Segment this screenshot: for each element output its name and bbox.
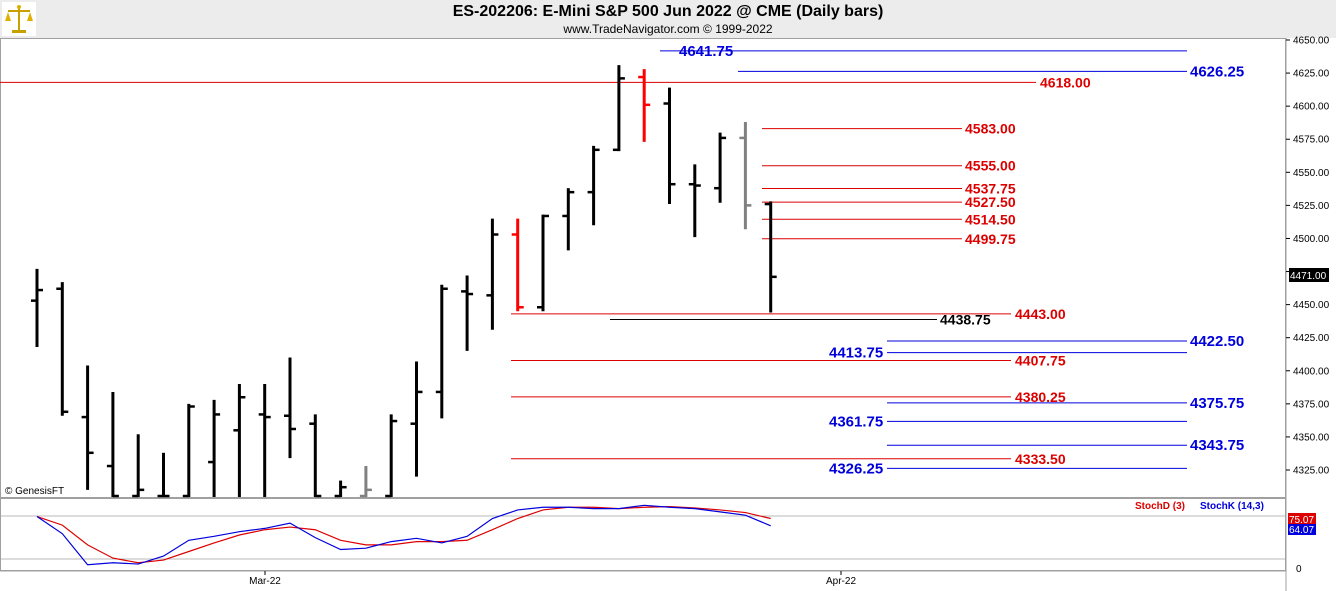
ohlc-bar — [486, 218, 499, 330]
level-label: 4422.50 — [1190, 333, 1244, 350]
y-tick-label: 4575.00 — [1293, 135, 1330, 146]
level-label: 4499.75 — [965, 231, 1016, 247]
x-tick-label: Apr-22 — [826, 576, 856, 587]
ohlc-bar — [258, 384, 271, 497]
level-label: 4380.25 — [1015, 389, 1066, 405]
level-label: 4375.75 — [1190, 395, 1244, 412]
ohlc-bar — [182, 403, 195, 498]
level-label: 4361.75 — [829, 413, 883, 430]
ohlc-bar — [688, 164, 701, 238]
ohlc-bar — [157, 452, 170, 498]
ohlc-bar — [537, 214, 549, 312]
stochk-value-label: 64.07 — [1289, 525, 1314, 536]
y-tick-label: 4625.00 — [1293, 69, 1330, 80]
level-label: 4618.00 — [1040, 74, 1091, 90]
support-resistance-levels: 4641.75 4626.25 4618.00 4583.00 4555.00 4537.… — [0, 43, 1244, 477]
ohlc-bar — [714, 132, 727, 203]
level-label: 4537.75 — [965, 181, 1016, 197]
genesis-watermark: © GenesisFT — [5, 486, 64, 497]
ohlc-bar — [764, 201, 777, 313]
stochastic-indicator — [36, 504, 771, 566]
y-tick-label: 4550.00 — [1293, 168, 1330, 179]
x-axis-labels: Mar-22 Apr-22 — [249, 571, 856, 587]
ohlc-bar — [638, 69, 651, 142]
y-tick-label: 4400.00 — [1293, 366, 1330, 377]
level-label: 4555.00 — [965, 158, 1016, 174]
y-tick-label: 4325.00 — [1293, 466, 1330, 477]
stochk-legend: StochK (14,3) — [1200, 501, 1264, 512]
ohlc-bar — [587, 145, 600, 226]
stoch-axis-zero: 0 — [1296, 564, 1302, 575]
ohlc-bar — [233, 384, 246, 497]
ohlc-bar — [208, 399, 221, 497]
level-label: 4343.75 — [1190, 437, 1244, 454]
level-label: 4527.50 — [965, 194, 1016, 210]
ohlc-bar — [612, 65, 625, 152]
stochd-line — [36, 506, 771, 564]
ohlc-bar — [309, 414, 322, 498]
ohlc-bar — [385, 414, 398, 498]
level-label: 4407.75 — [1015, 353, 1066, 369]
level-label: 4641.75 — [679, 43, 733, 60]
ohlc-bar — [410, 361, 423, 477]
ohlc-bar — [511, 218, 524, 312]
ohlc-bar — [739, 122, 752, 230]
ohlc-bar — [284, 357, 296, 459]
chart-subtitle: www.TradeNavigator.com © 1999-2022 — [563, 22, 773, 36]
y-tick-label: 4350.00 — [1293, 432, 1330, 443]
ohlc-bar — [663, 87, 676, 205]
ohlc-bar — [359, 466, 372, 498]
ohlc-bars — [31, 65, 777, 498]
stochk-line — [36, 504, 771, 566]
y-tick-label: 4450.00 — [1293, 300, 1330, 311]
stochk-value-box — [1288, 524, 1316, 535]
level-label: 4626.25 — [1190, 63, 1244, 80]
ohlc-bar — [435, 284, 448, 419]
stochd-value-label: 75.07 — [1289, 515, 1314, 526]
ohlc-bar — [81, 365, 94, 490]
level-label: 4438.75 — [940, 312, 991, 328]
level-label: 4326.25 — [829, 460, 883, 477]
y-tick-label: 4500.00 — [1293, 234, 1330, 245]
x-tick-label: Mar-22 — [249, 576, 281, 587]
ohlc-bar — [562, 188, 575, 251]
ohlc-bar — [31, 268, 43, 347]
stochd-legend: StochD (3) — [1135, 501, 1185, 512]
chart-title: ES-202206: E-Mini S&P 500 Jun 2022 @ CME… — [452, 3, 884, 20]
ohlc-bar — [106, 391, 119, 498]
y-tick-label: 4650.00 — [1293, 36, 1330, 47]
y-tick-label: 4425.00 — [1293, 333, 1330, 344]
ohlc-bar — [56, 282, 69, 416]
level-label: 4413.75 — [829, 345, 883, 362]
level-label: 4443.00 — [1015, 306, 1066, 322]
y-axis-ticks: 4650.00 4625.00 4600.00 4575.00 4550.00 4525.… — [1286, 36, 1330, 477]
y-tick-label: 4375.00 — [1293, 399, 1330, 410]
scale-logo-icon — [2, 2, 36, 36]
chart-header — [0, 0, 1336, 38]
y-tick-label: 4600.00 — [1293, 102, 1330, 113]
ohlc-bar — [461, 275, 474, 351]
level-label: 4583.00 — [965, 121, 1016, 137]
last-price-label: 4471.00 — [1290, 271, 1327, 282]
stochd-value-box — [1288, 513, 1316, 525]
y-tick-label: 4525.00 — [1293, 201, 1330, 212]
ohlc-bar — [132, 434, 145, 498]
level-label: 4333.50 — [1015, 451, 1066, 467]
level-label: 4514.50 — [965, 211, 1016, 227]
last-price-box — [1289, 268, 1329, 282]
ohlc-bar — [334, 480, 347, 498]
